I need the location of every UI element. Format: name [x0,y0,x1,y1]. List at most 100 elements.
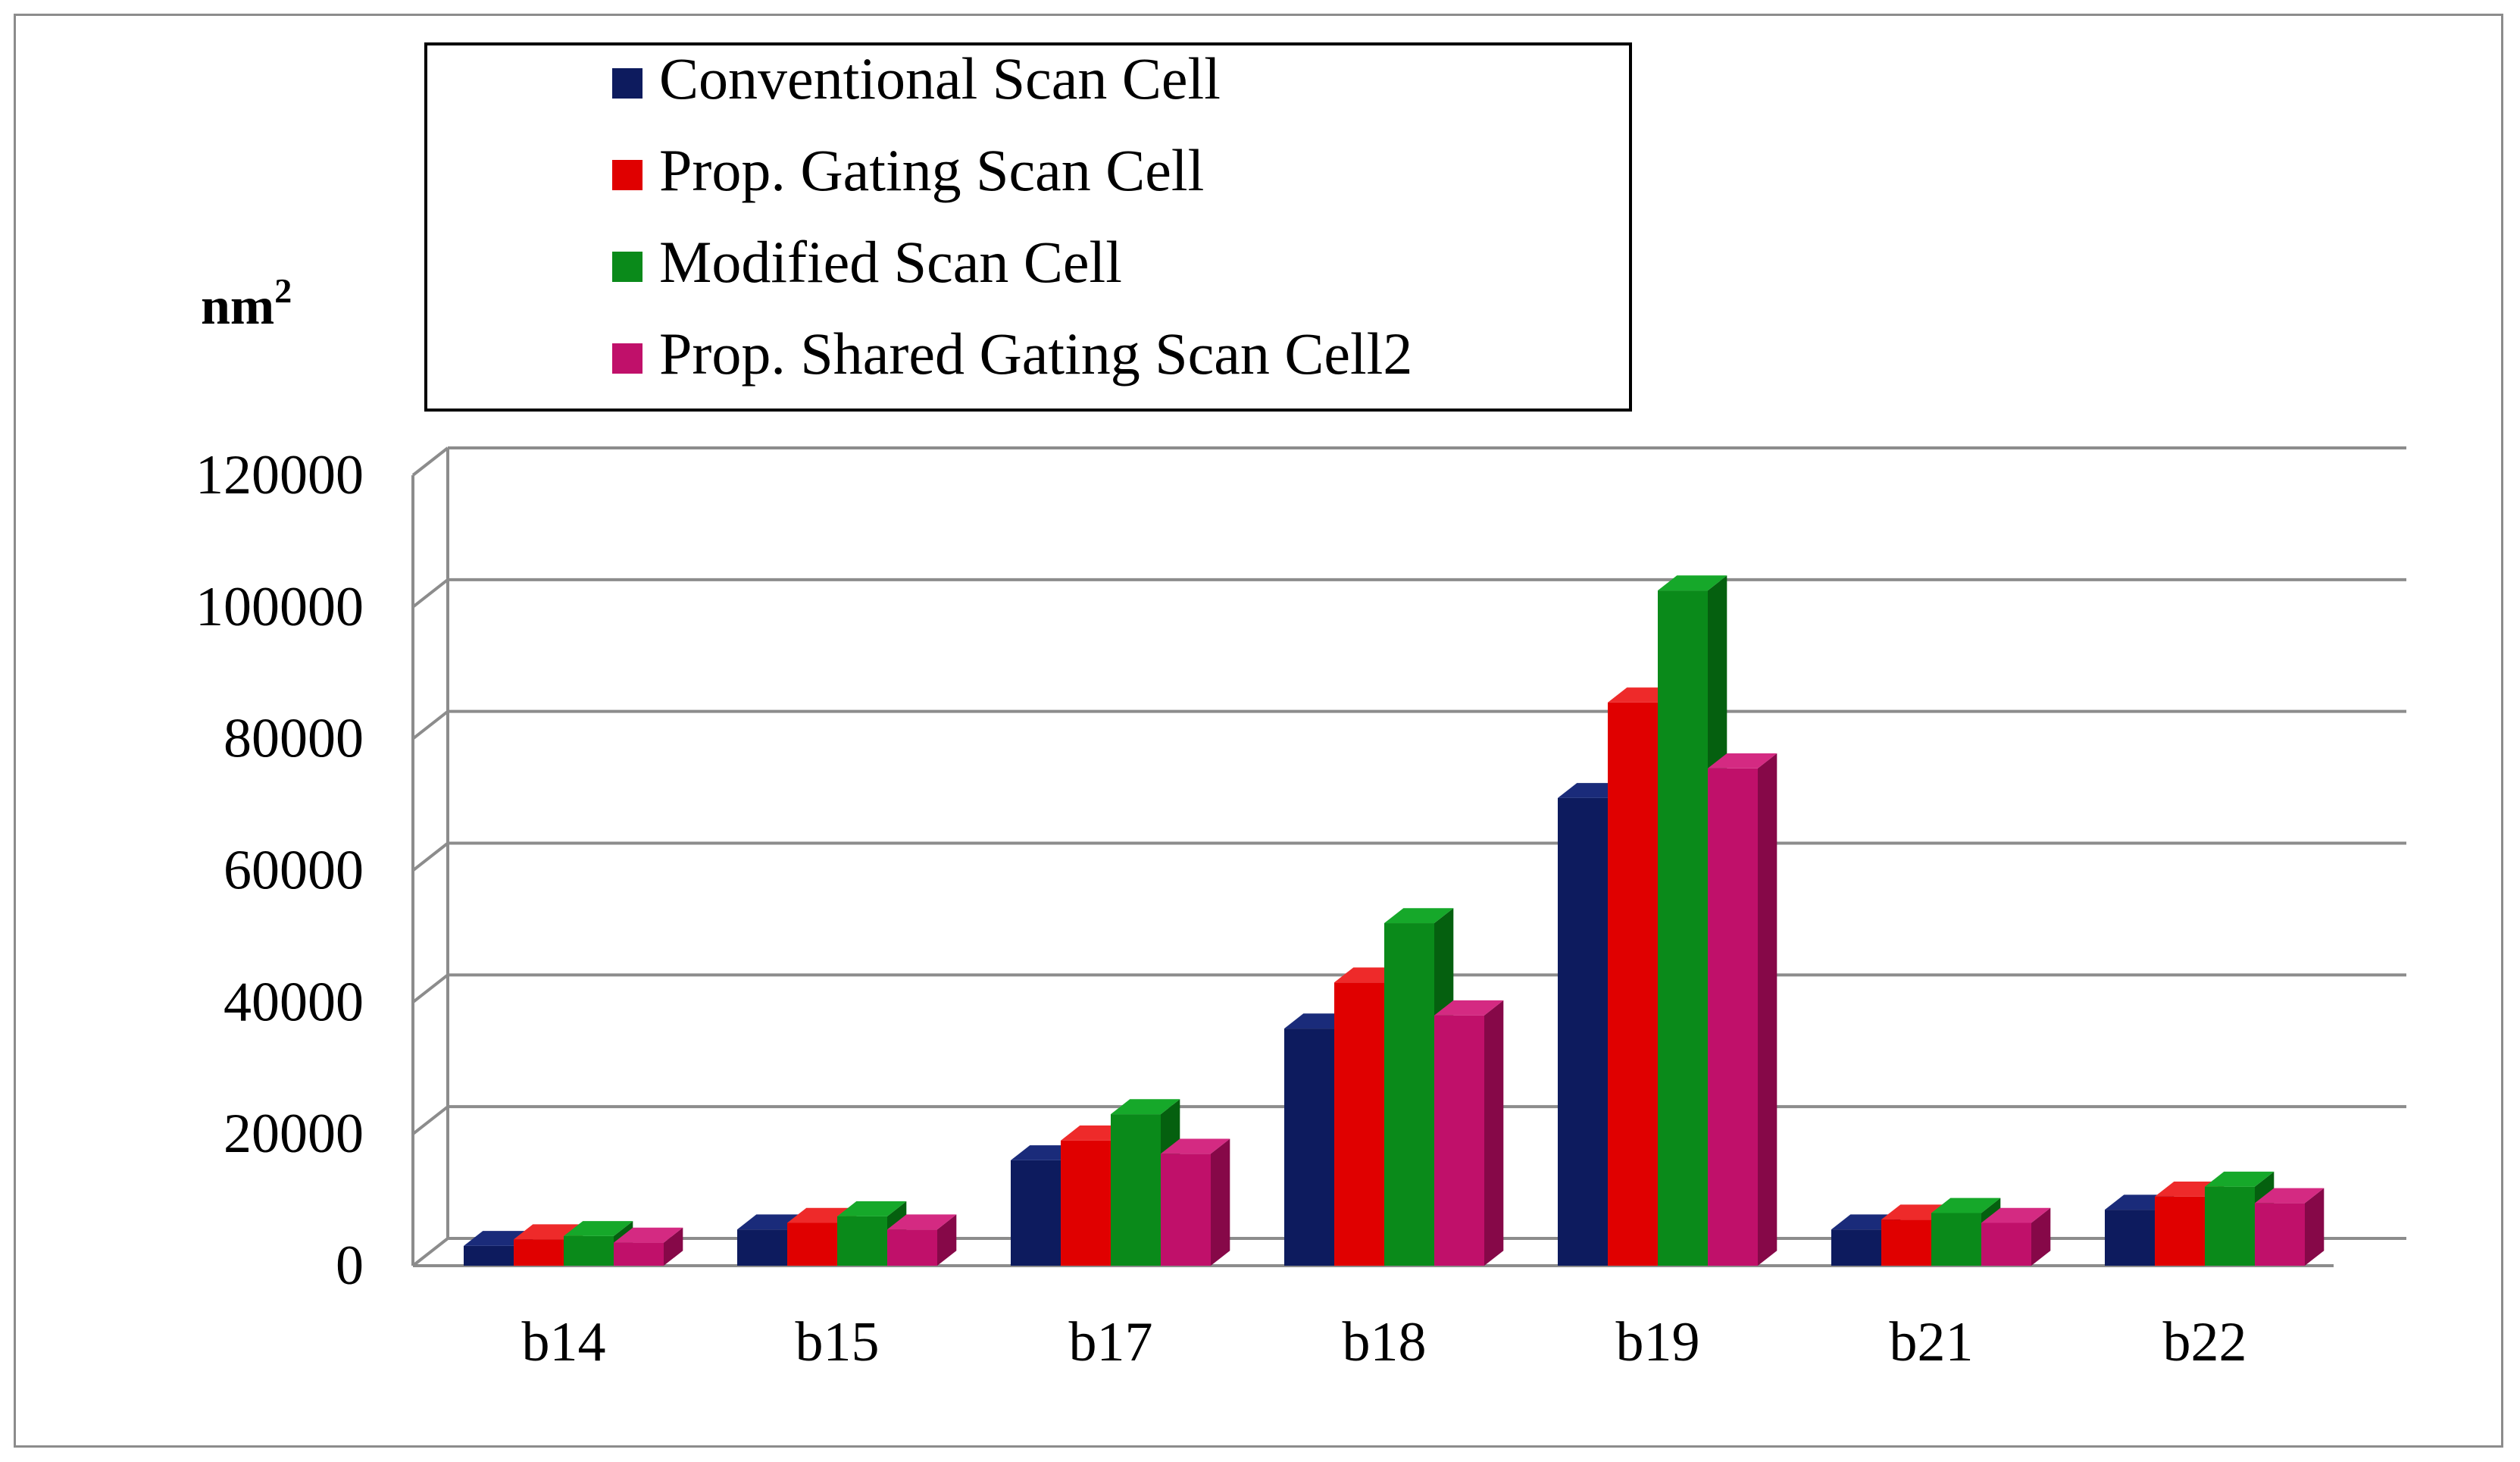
legend-label: Conventional Scan Cell [659,45,1221,111]
legend-label: Prop. Shared Gating Scan Cell2 [659,321,1412,387]
bar-front [1334,982,1384,1266]
bar-top [2205,1171,2275,1187]
grid-diagonal [411,841,449,872]
legend-swatch [612,68,643,99]
bar-front [2255,1203,2305,1266]
chart-frame [14,14,2503,1448]
bar-front [564,1235,614,1266]
y-tick-label: 120000 [195,444,364,506]
bar-front [1558,797,1608,1266]
grid-diagonal [411,710,449,740]
legend-item: Prop. Gating Scan Cell [612,137,1204,203]
x-tick-label: b21 [1890,1311,1974,1373]
bar-top [2255,1188,2325,1204]
bar-top [887,1214,957,1230]
grid-diagonal [411,446,449,477]
bar-front [1931,1213,1981,1266]
bar-group-b19 [1558,575,1777,1266]
bar-front [614,1242,664,1266]
grid-diagonal [411,578,449,609]
bar-b22-series-4 [2255,1188,2325,1266]
bar-top [1658,575,1727,591]
bar-b19-series-3 [1658,575,1727,1266]
bar-front [1981,1223,2031,1266]
bar-top [1111,1099,1180,1115]
bar-top [1384,908,1454,924]
bar-top [564,1221,633,1236]
bar-side [1484,1000,1504,1266]
y-tick-labels: 0 20000 40000 60000 80000 100000 120000 [195,444,364,1297]
y-axis-label-superscript: 2 [274,271,292,310]
y-tick-label: 40000 [224,971,364,1033]
bar-top [614,1227,683,1243]
bar-front [737,1229,787,1266]
bar-b19-series-4 [1708,753,1777,1266]
bar-side [664,1227,683,1266]
bar-front [1434,1015,1484,1266]
bar-top [1981,1207,2051,1223]
legend-label: Prop. Gating Scan Cell [659,137,1204,203]
x-tick-label: b14 [522,1311,606,1373]
legend-item: Prop. Shared Gating Scan Cell2 [612,321,1412,387]
bar-front [1881,1219,1931,1266]
bar-group-b17 [1011,1099,1230,1266]
bar-front [887,1229,937,1266]
bar-top [1931,1197,2001,1213]
bar-front [1384,923,1434,1266]
x-tick-label: b15 [796,1311,880,1373]
bar-front [2205,1186,2255,1266]
bar-front [1161,1154,1211,1266]
x-tick-labels: b14 b15 b17 b18 b19 b21 b22 [522,1311,2247,1373]
bars-layer [464,575,2325,1266]
y-tick-label: 20000 [224,1103,364,1165]
bar-b21-series-4 [1981,1207,2051,1266]
x-tick-label: b18 [1343,1311,1427,1373]
bar-group-b21 [1831,1197,2051,1266]
grid-layer [411,446,2406,1267]
grid-diagonal [411,1105,449,1135]
x-tick-label: b19 [1616,1311,1700,1373]
bar-front [1284,1028,1334,1266]
bar-group-b14 [464,1221,683,1266]
bar-front [1708,768,1758,1266]
bar-front [1061,1140,1111,1266]
bar-front [2105,1210,2155,1266]
legend-swatch [612,343,643,374]
bar-b17-series-4 [1161,1138,1230,1266]
legend-item: Conventional Scan Cell [612,45,1221,111]
y-axis-label-unit: nm [201,277,274,336]
bar-front [1831,1229,1881,1266]
bar-group-b18 [1284,908,1504,1266]
grid-diagonal [411,973,449,1003]
y-tick-label: 60000 [224,840,364,902]
legend-swatch [612,160,643,190]
bar-side [2305,1188,2325,1266]
bar-group-b15 [737,1201,957,1266]
bar-top [1434,1000,1504,1016]
y-tick-label: 0 [336,1235,364,1297]
legend-swatch [612,252,643,282]
bar-front [514,1239,564,1266]
bar-front [1608,702,1658,1266]
bar-side [937,1214,957,1266]
bar-front [787,1223,837,1266]
bar-group-b22 [2105,1171,2325,1266]
legend: Conventional Scan Cell Prop. Gating Scan … [424,42,1632,412]
legend-label: Modified Scan Cell [659,229,1122,295]
y-tick-label: 80000 [224,708,364,770]
bar-b18-series-4 [1434,1000,1504,1266]
bar-b14-series-4 [614,1227,683,1266]
bar-front [1011,1160,1061,1266]
bar-side [1758,753,1777,1266]
bar-side [2031,1207,2051,1266]
bar-front [1111,1114,1161,1266]
bar-side [1211,1138,1230,1266]
bar-top [1708,753,1777,769]
x-tick-label: b22 [2163,1311,2247,1373]
bar-front [1658,590,1708,1266]
bar-top [837,1201,907,1216]
bar-front [837,1216,887,1266]
grid-diagonal [411,1237,449,1267]
y-tick-label: 100000 [195,576,364,638]
